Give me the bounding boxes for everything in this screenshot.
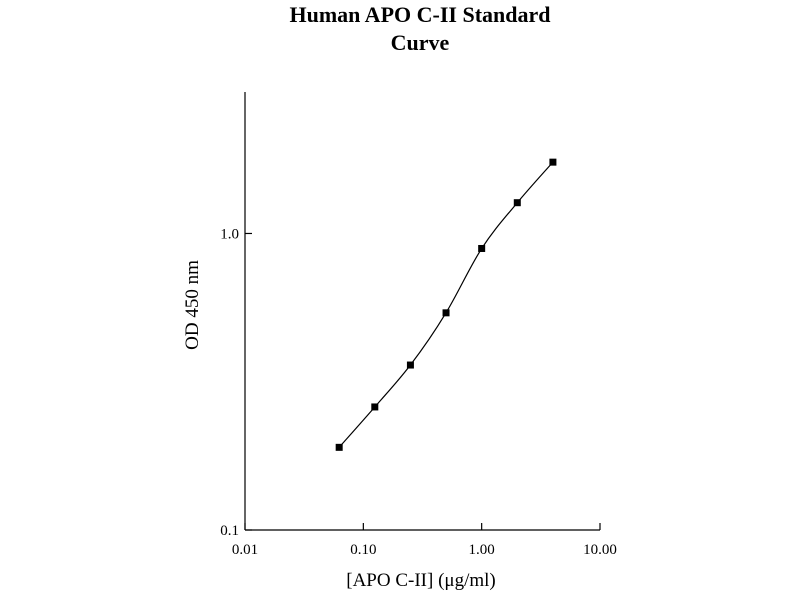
chart-title-line-1: Human APO C-II Standard xyxy=(289,2,550,27)
data-point-6 xyxy=(549,158,557,166)
y-axis-label: OD 450 nm xyxy=(182,260,203,350)
y-tick-label-0: 0.1 xyxy=(220,523,239,539)
x-axis-ticks: 0.01 0.10 1.00 10.00 xyxy=(232,523,617,558)
data-point-4 xyxy=(478,244,486,252)
data-point-3 xyxy=(442,309,450,317)
y-axis-ticks: 0.1 1.0 xyxy=(220,226,252,539)
x-tick-label-1: 0.10 xyxy=(350,542,376,558)
x-axis-label: [APO C-II] (μg/ml) xyxy=(346,570,496,591)
x-tick-label-3: 10.00 xyxy=(583,542,617,558)
data-point-2 xyxy=(406,361,414,369)
y-tick-label-1: 1.0 xyxy=(220,226,239,242)
x-tick-label-2: 1.00 xyxy=(469,542,495,558)
data-point-0 xyxy=(335,443,343,451)
data-point-1 xyxy=(371,403,379,411)
data-points xyxy=(335,158,557,451)
fit-curve-line xyxy=(338,161,554,448)
chart-title-line-2: Curve xyxy=(391,30,450,55)
x-tick-label-0: 0.01 xyxy=(232,542,258,558)
data-point-5 xyxy=(513,199,521,207)
